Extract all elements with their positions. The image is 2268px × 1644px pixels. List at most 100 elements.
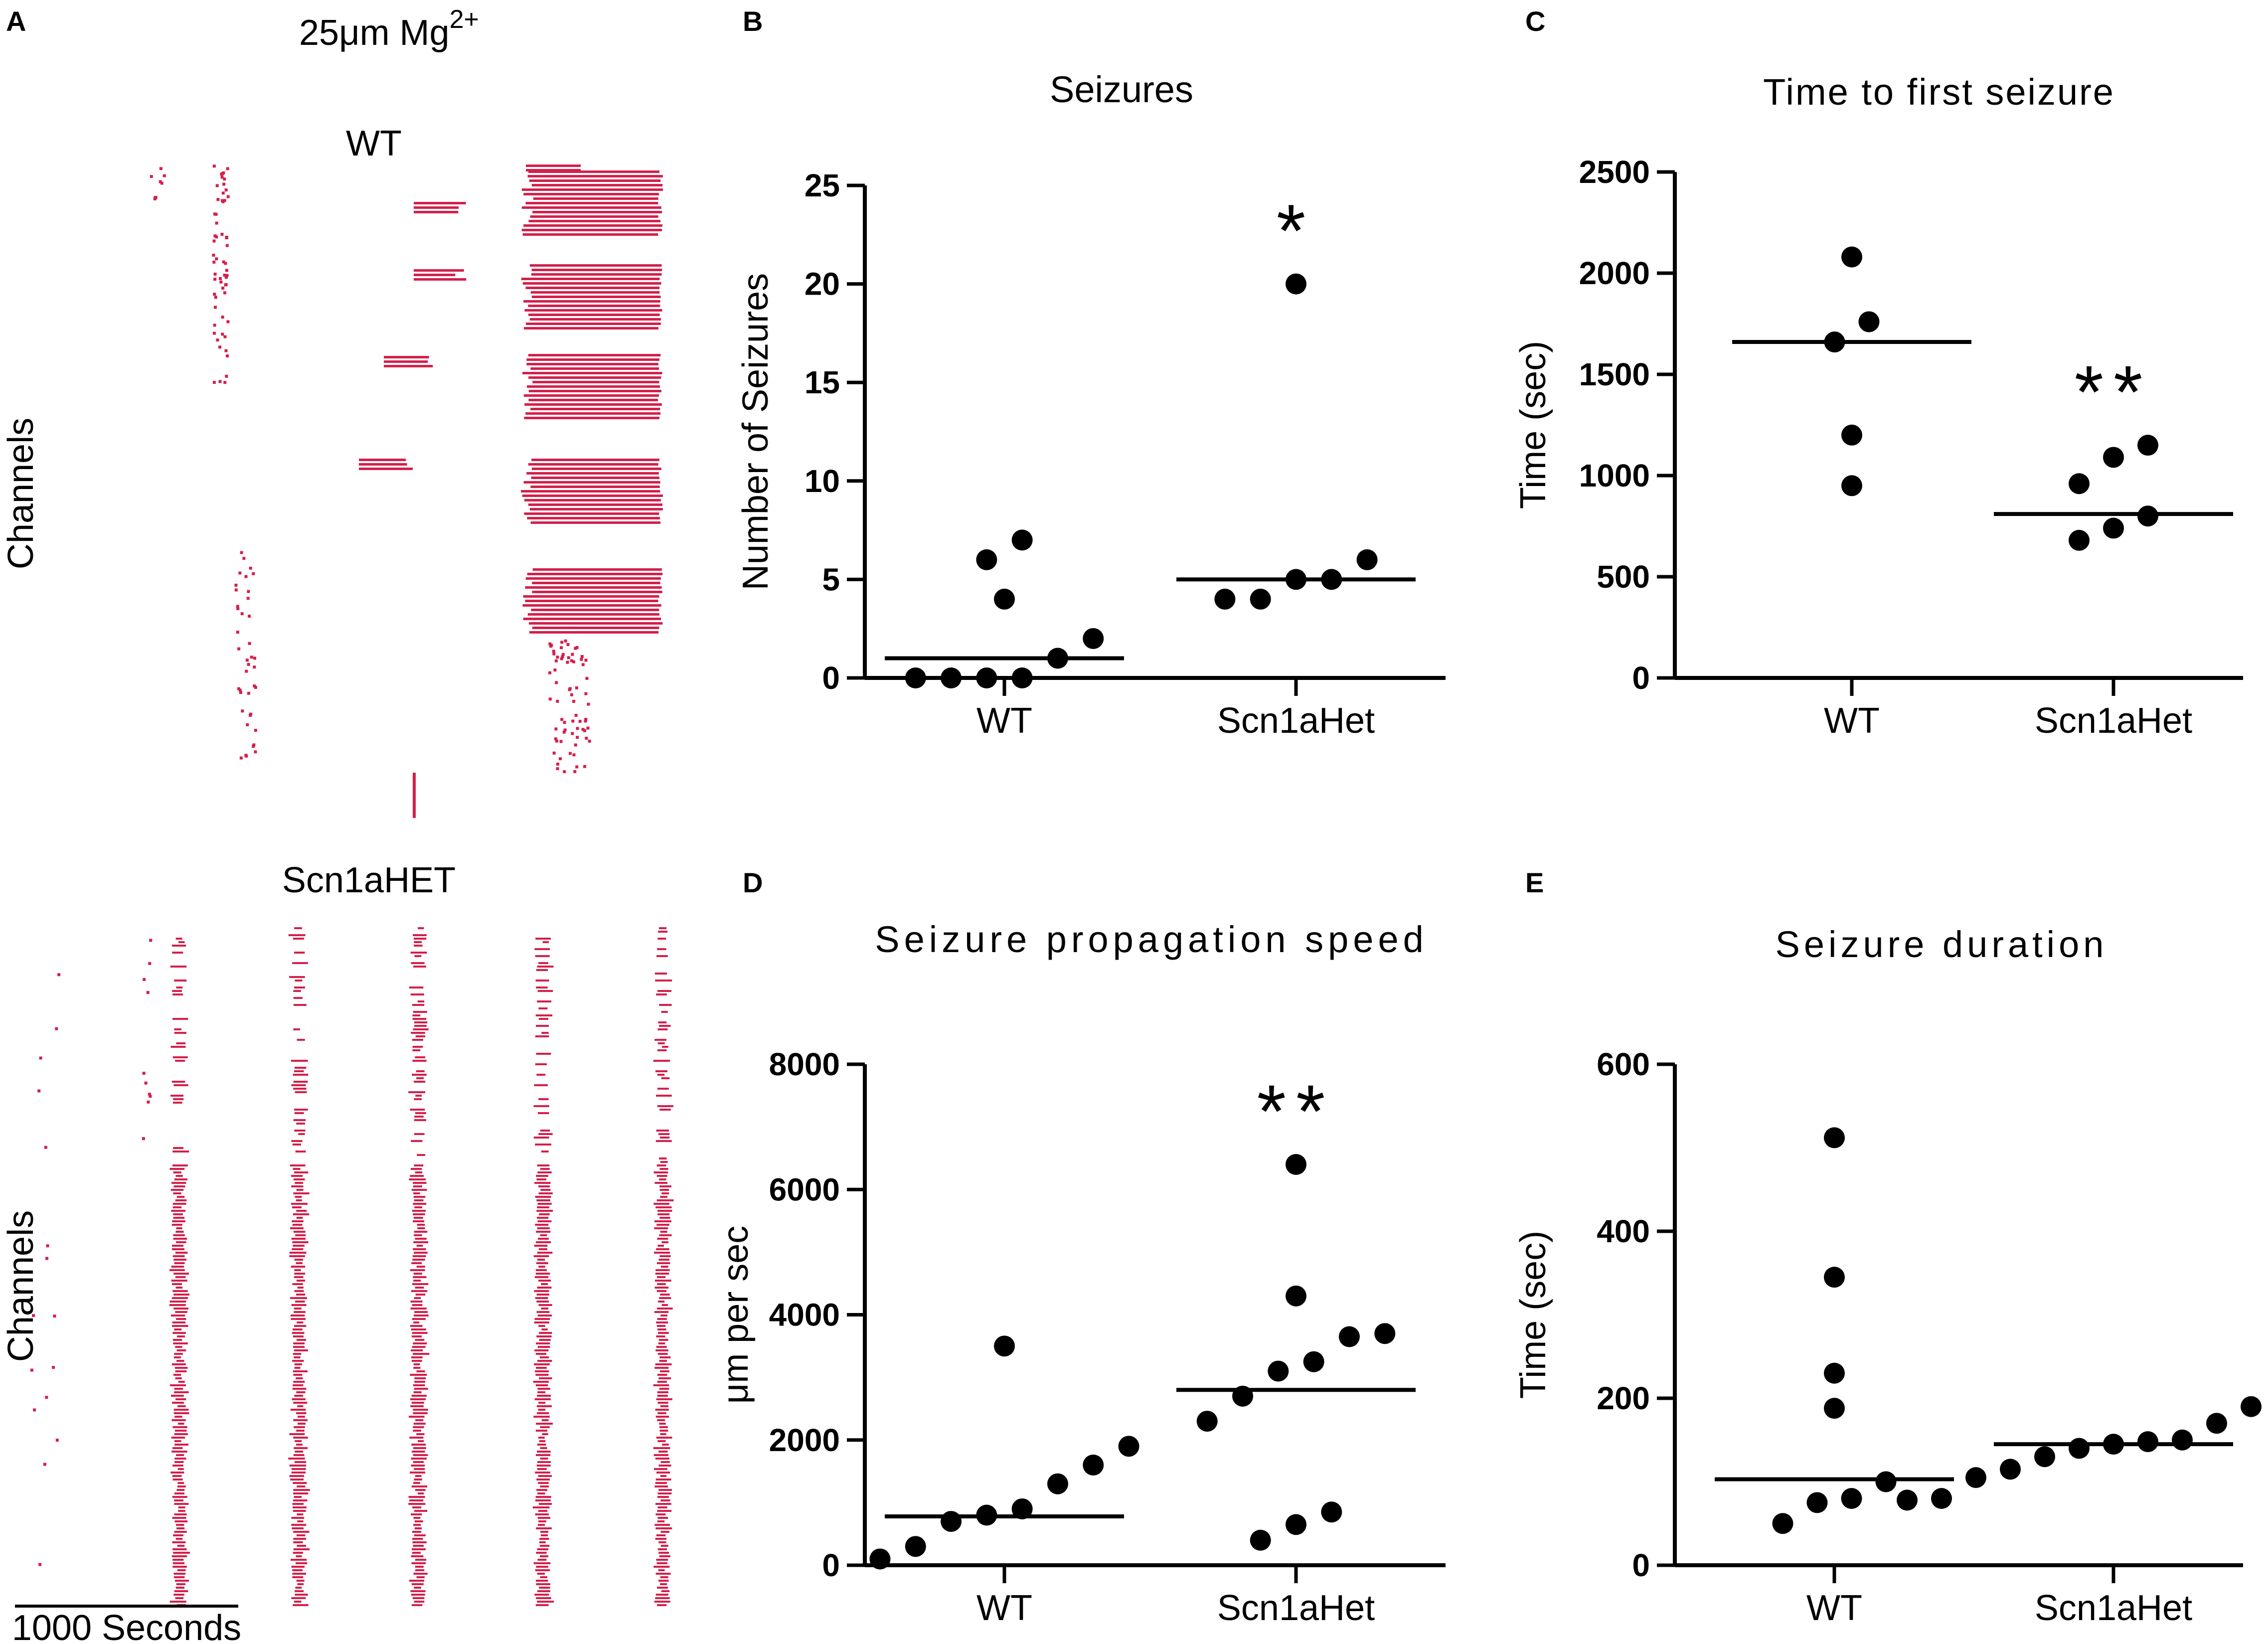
raster-burst-line	[535, 1273, 550, 1275]
raster-burst-line	[413, 1447, 426, 1449]
raster-burst-line	[528, 314, 660, 316]
raster-burst-line	[295, 980, 303, 982]
raster-dot	[218, 345, 222, 349]
data-point	[976, 549, 997, 570]
raster-burst-line	[408, 1503, 426, 1505]
raster-burst-line	[175, 1287, 183, 1289]
raster-burst-line	[292, 1220, 304, 1222]
raster-burst-line	[525, 600, 658, 602]
raster-burst-line	[413, 1185, 422, 1187]
raster-burst-line	[294, 1130, 306, 1132]
raster-dot	[160, 181, 163, 185]
data-point	[2034, 1446, 2055, 1468]
raster-burst-line	[527, 573, 663, 575]
raster-burst-line	[177, 1405, 186, 1407]
raster-burst-line	[297, 1321, 304, 1323]
significance-marker: *	[1277, 189, 1315, 273]
raster-burst-line	[172, 1496, 187, 1498]
raster-burst-line	[413, 1248, 426, 1250]
raster-burst-line	[533, 1416, 550, 1418]
raster-dot	[224, 188, 228, 192]
data-point	[1214, 588, 1236, 610]
raster-burst-line	[293, 990, 301, 992]
raster-burst-line	[294, 1496, 302, 1498]
raster-burst-line	[293, 1028, 300, 1030]
raster-burst-line	[170, 1046, 186, 1048]
raster-burst-line	[533, 1562, 551, 1564]
raster-burst-line	[540, 1534, 548, 1536]
raster-dot	[212, 381, 216, 384]
raster-burst-line	[413, 1423, 426, 1425]
raster-burst-line	[411, 1548, 426, 1550]
raster-burst-line	[175, 1311, 187, 1313]
raster-burst-line	[294, 1349, 308, 1351]
raster-dot	[252, 745, 255, 748]
raster-burst-line	[538, 1332, 552, 1334]
raster-burst-line	[530, 367, 659, 370]
raster-dot	[556, 767, 559, 771]
raster-burst-line	[413, 1367, 421, 1369]
raster-burst-line	[414, 206, 459, 209]
raster-burst-line	[660, 1196, 667, 1198]
raster-burst-line	[534, 1363, 550, 1365]
raster-dot	[559, 740, 563, 743]
raster-burst-line	[414, 1231, 428, 1233]
raster-burst-line	[535, 1604, 549, 1606]
raster-burst-line	[173, 1171, 181, 1173]
raster-burst-line	[175, 1252, 188, 1254]
condition-superscript: 2+	[450, 5, 479, 34]
raster-dot	[568, 752, 572, 755]
raster-burst-line	[537, 1412, 549, 1414]
raster-burst-line	[414, 1234, 422, 1236]
raster-burst-line	[412, 1283, 429, 1285]
raster-burst-line	[292, 1224, 303, 1226]
raster-burst-line	[176, 1335, 185, 1337]
raster-burst-line	[537, 1164, 550, 1166]
raster-burst-line	[659, 1430, 668, 1432]
raster-burst-line	[175, 1175, 183, 1177]
raster-burst-line	[174, 1513, 187, 1515]
raster-burst-line	[177, 1482, 184, 1484]
raster-burst-line	[175, 1597, 184, 1599]
raster-burst-line	[656, 1175, 667, 1177]
raster-burst-line	[534, 1245, 548, 1247]
raster-burst-line	[655, 1527, 672, 1529]
raster-dot	[413, 805, 416, 808]
raster-burst-line	[657, 1353, 668, 1355]
raster-dot	[159, 180, 162, 183]
y-tick-label: 0	[822, 660, 840, 696]
raster-burst-line	[414, 1119, 427, 1121]
raster-dot	[238, 571, 242, 575]
raster-burst-line	[654, 1367, 669, 1369]
raster-burst-line	[413, 1524, 421, 1526]
raster-burst-line	[413, 1182, 427, 1184]
raster-burst-line	[169, 1304, 186, 1306]
raster-burst-line	[414, 1021, 428, 1023]
raster-burst-line	[410, 1405, 424, 1407]
raster-burst-line	[657, 990, 671, 992]
raster-burst-line	[176, 1489, 185, 1491]
raster-dot	[583, 765, 587, 768]
raster-burst-line	[654, 973, 667, 975]
raster-burst-line	[409, 1580, 425, 1582]
raster-burst-line	[294, 1367, 301, 1369]
raster-burst-line	[523, 193, 659, 195]
raster-burst-line	[416, 1433, 425, 1435]
raster-burst-line	[412, 1255, 426, 1257]
raster-dot	[575, 646, 579, 650]
raster-burst-line	[293, 1402, 308, 1404]
raster-burst-line	[658, 1489, 672, 1491]
raster-burst-line	[536, 1025, 549, 1027]
raster-dot	[247, 590, 250, 593]
raster-burst-line	[535, 1035, 549, 1037]
raster-burst-line	[172, 993, 183, 995]
raster-burst-line	[414, 945, 423, 947]
raster-dot	[236, 631, 239, 634]
raster-burst-line	[657, 1510, 672, 1512]
raster-burst-line	[384, 356, 429, 358]
raster-burst-line	[411, 1604, 423, 1606]
raster-burst-line	[169, 1269, 185, 1271]
raster-burst-line	[535, 1499, 551, 1501]
raster-burst-line	[414, 269, 464, 272]
raster-burst-line	[536, 1262, 548, 1264]
